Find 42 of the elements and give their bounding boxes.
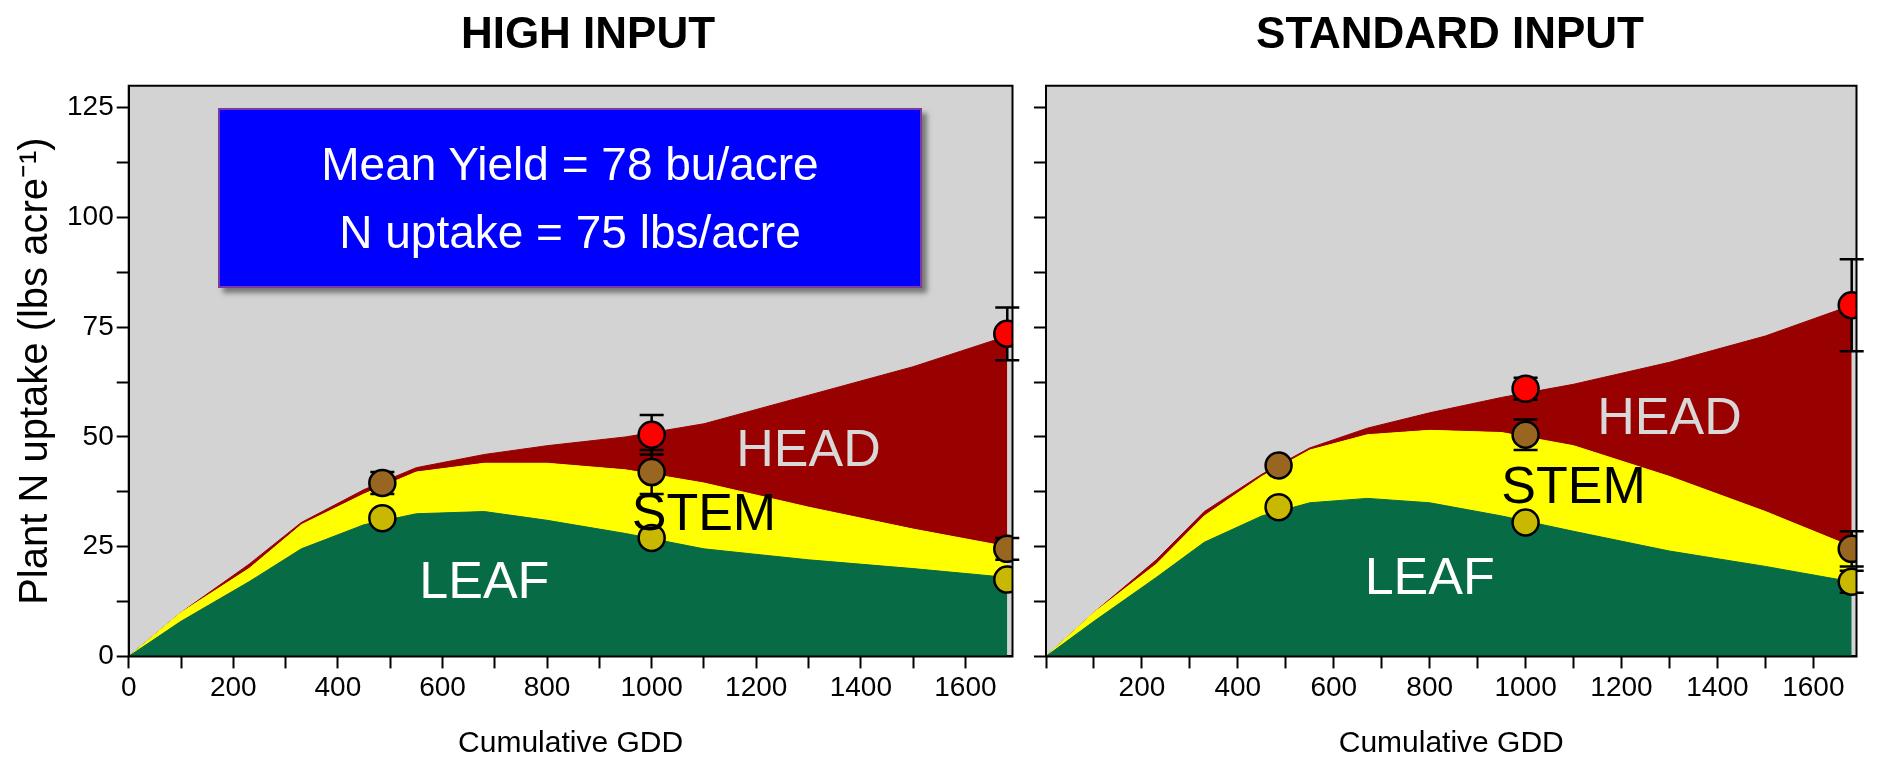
y-tick-label: 25 <box>82 529 114 561</box>
x-tick-label: 800 <box>1406 670 1454 702</box>
chart-title: STANDARD INPUT <box>1255 8 1645 59</box>
x-tick-label: 1400 <box>1686 670 1749 702</box>
series-label: LEAF <box>1364 546 1495 605</box>
x-tick-label: 400 <box>314 670 362 702</box>
series-label: STEM <box>631 483 777 542</box>
series-label: STEM <box>1501 455 1646 514</box>
y-tick-label: 75 <box>82 309 114 341</box>
point <box>1511 508 1540 537</box>
point <box>368 503 397 533</box>
x-tick-label: 800 <box>523 670 571 702</box>
x-tick-label: 600 <box>1310 670 1358 702</box>
annotation: N uptake = 75 lbs/acre <box>338 205 802 260</box>
y-tick-label: 50 <box>82 419 114 451</box>
x-axis-title: Cumulative GDD <box>1338 725 1564 759</box>
x-tick-label: 1200 <box>725 670 788 702</box>
x-tick-label: 1600 <box>1782 670 1845 702</box>
y-axis-title: Plant N uptake (lbs acre⁻¹) <box>11 137 56 605</box>
x-tick-label: 1000 <box>620 670 683 702</box>
x-axis-title: Cumulative GDD <box>458 725 684 759</box>
x-tick-label: 1000 <box>1494 670 1557 702</box>
x-tick-label: 1400 <box>829 670 892 702</box>
y-tick-label: 125 <box>67 90 114 122</box>
annotation: Mean Yield = 78 bu/acre <box>320 137 820 192</box>
point <box>1264 492 1293 522</box>
x-tick-label: 1600 <box>934 670 997 702</box>
chart-title: HIGH INPUT <box>459 8 717 59</box>
x-tick-label: 600 <box>419 670 466 702</box>
point <box>637 457 666 487</box>
x-tick-label: 200 <box>209 670 257 702</box>
x-tick-label: 1200 <box>1590 670 1653 702</box>
x-tick-label: 400 <box>1214 670 1262 702</box>
y-tick-label: 0 <box>98 639 114 671</box>
x-tick-label: 0 <box>120 670 137 702</box>
series-label: HEAD <box>736 418 881 477</box>
series-label: HEAD <box>1597 386 1742 445</box>
y-tick-label: 100 <box>67 200 114 232</box>
series-label: LEAF <box>419 551 550 610</box>
text-box: Mean Yield = 78 bu/acre N uptake = 75 lbs/acre <box>218 108 922 288</box>
point <box>1264 451 1293 480</box>
x-tick-label: 200 <box>1118 670 1166 702</box>
